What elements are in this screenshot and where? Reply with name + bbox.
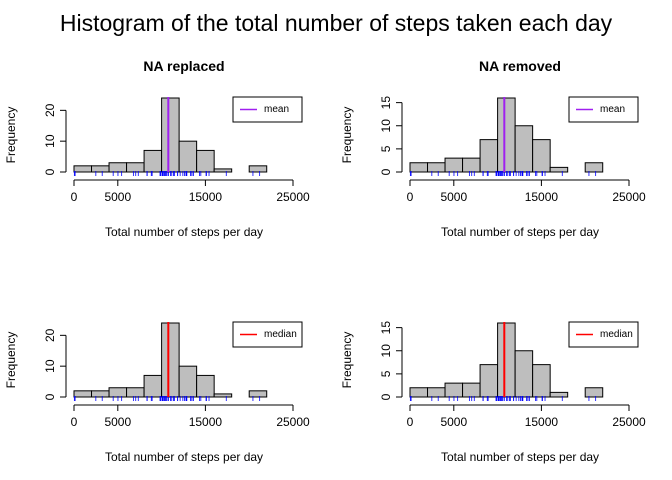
x-tick-label: 15000 [189,190,223,204]
histogram-bar [248,165,268,173]
histogram-bar [462,382,481,398]
x-tick-label: 5000 [440,190,467,204]
y-tick-label: 15 [379,321,393,335]
y-tick-label: 15 [379,96,393,110]
x-axis-label: Total number of steps per day [105,450,263,464]
x-tick-label: 15000 [189,415,223,429]
histogram-bar [497,97,516,173]
y-tick-label: 0 [43,393,57,400]
panel-title: NA replaced [143,58,224,74]
histogram-panel-1: NA replaced 0 5000 15000 25000 0 10 20 Total num… [4,58,310,239]
histogram-bar [584,387,604,398]
histogram-bar [196,149,215,173]
histogram-bar [108,162,128,173]
histogram-bar [549,391,569,398]
x-tick-label: 5000 [104,415,131,429]
x-tick-label: 25000 [612,190,646,204]
y-tick-label: 5 [379,370,393,377]
y-tick-label: 20 [43,328,57,342]
x-axis-label: Total number of steps per day [441,450,599,464]
histogram-bar [444,382,464,398]
histogram-bar [213,393,233,398]
figure-title: Histogram of the total number of steps t… [60,10,613,36]
legend-label: mean [600,104,625,115]
x-tick-label: 25000 [612,415,646,429]
y-tick-label: 10 [379,119,393,133]
histogram-bar [409,162,429,173]
x-tick-label: 0 [71,190,78,204]
legend: mean [568,96,639,123]
x-tick-label: 25000 [276,415,310,429]
legend-label: mean [264,104,289,115]
histogram-bar [479,364,499,398]
legend-label: median [600,329,633,340]
x-tick-label: 0 [407,415,414,429]
histogram-bar [91,165,110,173]
y-tick-label: 0 [379,168,393,175]
x-tick-label: 25000 [276,190,310,204]
y-axis-label: Frequency [340,332,354,389]
y-tick-label: 10 [43,359,57,373]
x-tick-label: 0 [407,190,414,204]
histogram-bar [178,365,198,398]
y-tick-label: 5 [379,145,393,152]
y-tick-label: 0 [379,393,393,400]
histogram-bar [196,374,215,398]
histogram-bar [409,387,429,398]
x-axis-label: Total number of steps per day [105,225,263,239]
histogram-bar [584,162,604,173]
histogram-bar [126,162,145,173]
histogram-bar [427,162,446,173]
histogram-panel-4: 0 5000 15000 25000 0 5 10 15 Total number of ste… [340,321,646,464]
x-tick-label: 15000 [525,190,559,204]
y-tick-label: 0 [43,168,57,175]
histogram-bar [161,97,180,173]
legend: median [232,321,303,348]
histogram-bar [497,322,516,398]
legend: mean [232,96,303,123]
histogram-bar [532,364,551,398]
x-tick-label: 5000 [104,190,131,204]
y-axis-label: Frequency [340,107,354,164]
histogram-bar [444,157,464,173]
histogram-bar [126,387,145,398]
histogram-bar [479,139,499,173]
y-tick-label: 10 [43,134,57,148]
x-tick-label: 15000 [525,415,559,429]
histogram-bar [91,390,110,398]
histogram-bar [73,165,93,173]
histogram-bar [248,390,268,398]
x-tick-label: 5000 [440,415,467,429]
histogram-bar [549,166,569,173]
histogram-bar [108,387,128,398]
x-axis-label: Total number of steps per day [441,225,599,239]
y-axis-label: Frequency [4,332,18,389]
histogram-bar [73,390,93,398]
histogram-bar [178,140,198,173]
histogram-bar [514,125,534,173]
legend-box [568,96,639,123]
histogram-bar [143,374,163,398]
legend: median [568,321,639,348]
x-tick-label: 0 [71,415,78,429]
legend-label: median [264,329,297,340]
histogram-bar [143,149,163,173]
histogram-bar [462,157,481,173]
y-axis-label: Frequency [4,107,18,164]
histogram-panel-3: 0 5000 15000 25000 0 10 20 Total number of step… [4,321,310,464]
y-tick-label: 20 [43,103,57,117]
histogram-bar [213,168,233,173]
histogram-panel-2: NA removed 0 5000 15000 25000 0 5 10 15 Total num… [340,58,646,239]
histogram-bar [161,322,180,398]
y-tick-label: 10 [379,344,393,358]
histogram-bar [532,139,551,173]
histogram-bar [514,350,534,398]
panel-title: NA removed [479,58,561,74]
histogram-bar [427,387,446,398]
